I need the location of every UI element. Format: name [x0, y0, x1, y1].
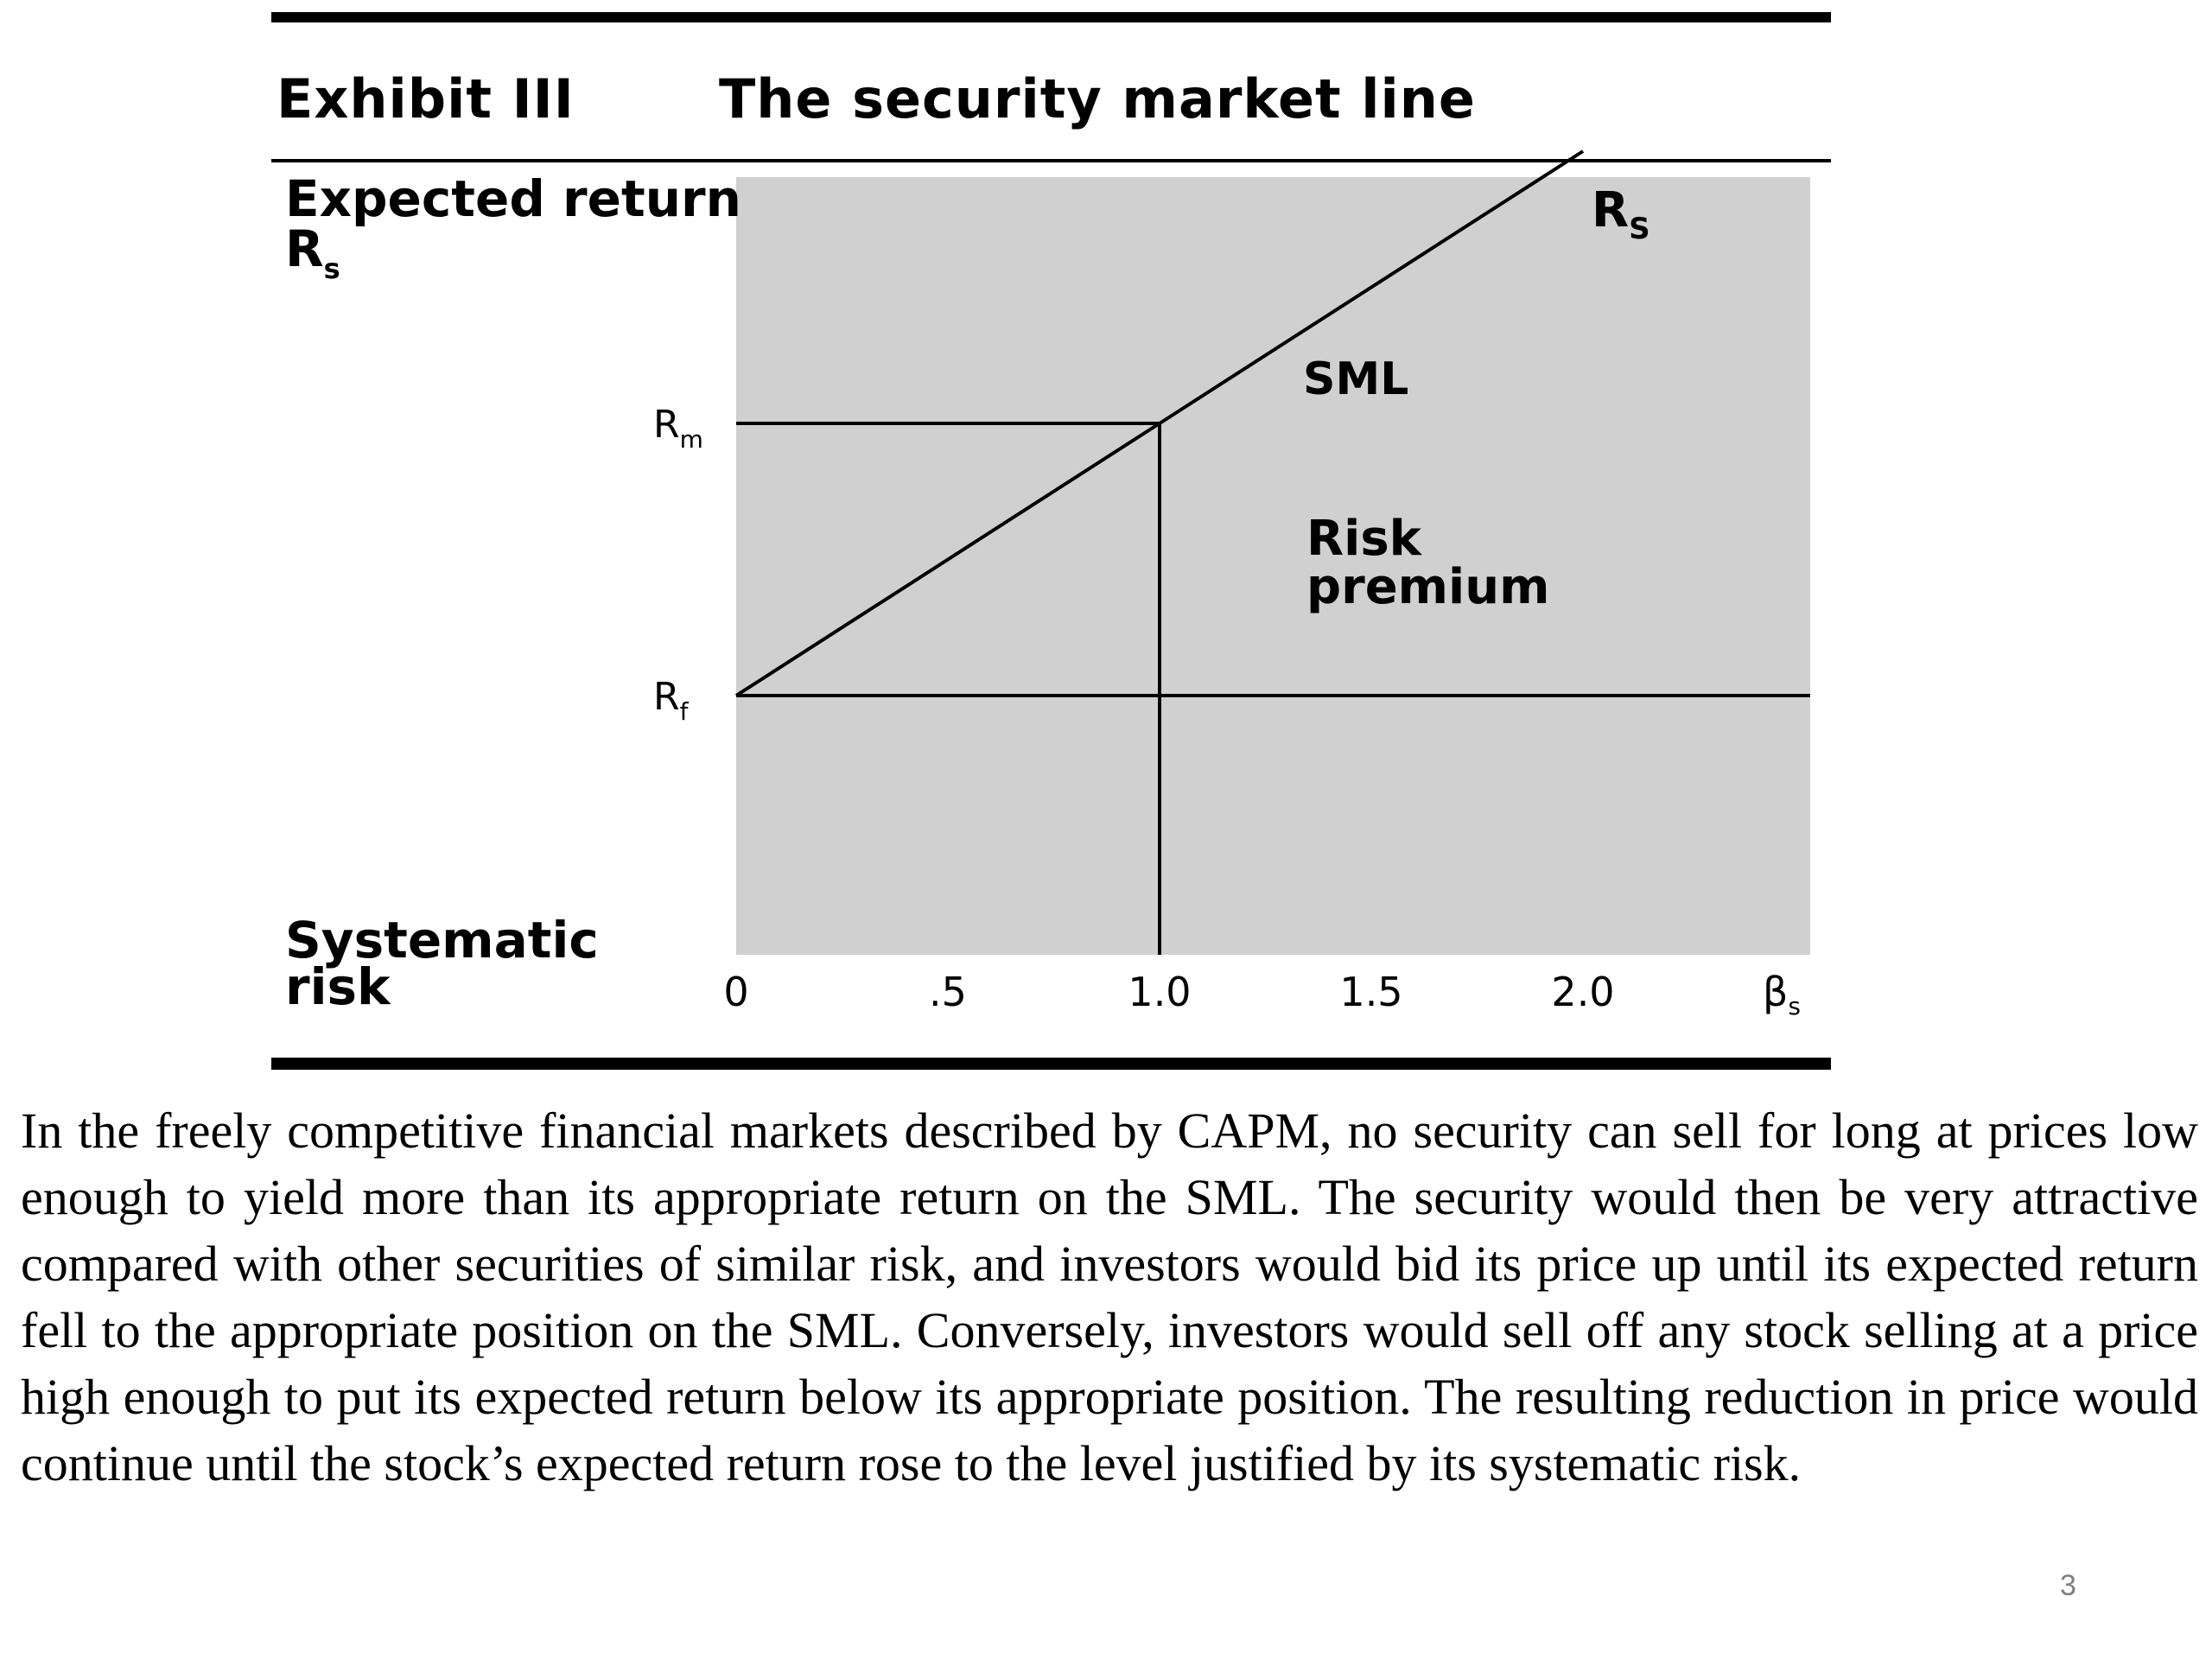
body-paragraph: In the freely competitive financial mark… — [21, 1103, 2198, 1491]
x-tick-label: 1.0 — [1128, 969, 1191, 1015]
y-marker-rf: Rf — [653, 675, 690, 726]
x-axis-label-line1: Systematic — [285, 911, 599, 969]
plot-area — [736, 177, 1810, 955]
y-axis-symbol: Rs — [285, 219, 340, 285]
line-end-label: RS — [1592, 182, 1650, 246]
y-marker-rm: Rm — [653, 403, 703, 454]
x-tick-label: .5 — [929, 969, 967, 1015]
x-tick-label: 2.0 — [1551, 969, 1614, 1015]
risk-premium-label-line1: Risk — [1306, 511, 1423, 567]
risk-premium-label-line2: premium — [1306, 559, 1549, 615]
x-axis-symbol: βs — [1763, 969, 1801, 1020]
x-tick-label: 1.5 — [1339, 969, 1402, 1015]
x-axis-label-line2: risk — [285, 957, 391, 1016]
bottom-rule — [271, 1058, 1831, 1070]
sml-line — [734, 149, 1585, 697]
exhibit-label: Exhibit III — [276, 67, 575, 130]
sml-chart: Expected return Rs Systematic risk βs 0.… — [285, 149, 1810, 1020]
series-label: SML — [1303, 353, 1408, 405]
y-axis-label: Expected return — [285, 169, 741, 228]
title-rule — [271, 159, 1831, 162]
x-tick-label: 0 — [723, 969, 748, 1015]
top-rule — [271, 12, 1831, 22]
page-number: 3 — [2060, 1569, 2076, 1602]
exhibit-title: The security market line — [719, 67, 1476, 130]
